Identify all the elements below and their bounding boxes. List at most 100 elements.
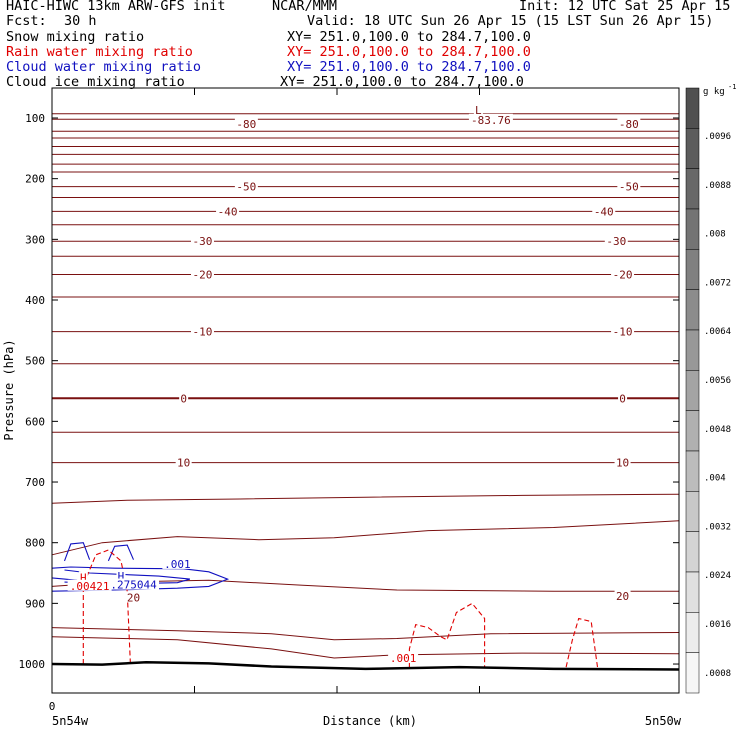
temperature-label: -10 <box>613 326 633 339</box>
label-background <box>604 235 628 247</box>
label-background <box>190 235 214 247</box>
rain-label: .00421 <box>70 580 110 593</box>
colorbar-label: .0096 <box>704 132 731 142</box>
colorbar-swatch <box>685 128 700 169</box>
label-background <box>190 268 214 280</box>
label-background <box>473 104 483 116</box>
temperature-label: -50 <box>236 181 256 194</box>
label-background <box>618 392 628 404</box>
label-background <box>175 456 192 468</box>
header-org: NCAR/MMM <box>272 0 338 14</box>
y-tick-label: 500 <box>25 355 45 368</box>
label-background <box>592 205 616 217</box>
y-tick-label: 200 <box>25 173 45 186</box>
label-background <box>614 456 631 468</box>
label-background <box>617 180 641 192</box>
label-background <box>617 118 641 130</box>
field-snow-name: Snow mixing ratio <box>6 29 145 45</box>
colorbar-swatch <box>685 531 700 573</box>
rain-contour <box>408 602 486 668</box>
colorbar-label: .0056 <box>704 376 731 386</box>
colorbar-swatch <box>685 370 700 411</box>
header-fcst-label: Fcst: <box>6 13 47 29</box>
label-background <box>234 180 258 192</box>
temperature-label: L <box>475 104 482 117</box>
temperature-contours <box>51 113 680 659</box>
colorbar-label: .0008 <box>704 669 731 679</box>
y-tick-label: 800 <box>25 537 45 550</box>
colorbar-swatch <box>685 410 700 452</box>
colorbar-swatch <box>685 168 700 210</box>
temperature-label: -30 <box>193 235 213 248</box>
colorbar-label: .0048 <box>704 425 731 435</box>
label-background <box>179 392 189 404</box>
colorbar: .0096 .0088 .008 .0072 .0064 .0056 .0048 .004 .0… <box>685 87 731 694</box>
rain-label: H <box>80 571 87 584</box>
label-background <box>216 205 240 217</box>
rain-contours <box>82 549 599 668</box>
cloud-water-contour <box>107 544 135 562</box>
temperature-label: 0 <box>619 392 626 405</box>
colorbar-label: .0088 <box>704 181 731 191</box>
colorbar-swatch <box>685 491 700 532</box>
label-background <box>190 325 214 337</box>
colorbar-label: .0072 <box>704 278 731 288</box>
cloud-label: .001 <box>164 558 191 571</box>
temperature-label: -80 <box>236 118 256 131</box>
x-left-location: 5n54w <box>52 714 89 728</box>
rain-label: .001 <box>390 652 417 665</box>
temperature-label: -20 <box>613 269 633 282</box>
colorbar-swatch <box>685 329 700 371</box>
label-background <box>611 268 635 280</box>
label-background <box>67 579 112 591</box>
y-tick-label: 300 <box>25 233 45 246</box>
header-init: Init: 12 UTC Sat 25 Apr 15 <box>519 0 731 14</box>
rain-contour <box>82 549 131 665</box>
field-cloudwater-name: Cloud water mixing ratio <box>6 59 202 75</box>
colorbar-label: .0016 <box>704 620 731 630</box>
field-cloudice-xy: XY= 251.0,100.0 to 284.7,100.0 <box>280 74 524 90</box>
x-right-location: 5n50w <box>645 714 682 728</box>
temperature-contour <box>51 627 680 641</box>
x-axis-label: Distance (km) <box>323 714 417 728</box>
colorbar-swatch <box>685 208 700 250</box>
label-background <box>234 118 258 130</box>
colorbar-label: .0032 <box>704 522 731 532</box>
cloud-label: H <box>118 570 125 583</box>
temperature-label: 20 <box>616 590 629 603</box>
y-tick-label: 1000 <box>19 658 46 671</box>
temperature-label: -83.76 <box>471 114 511 127</box>
label-background <box>78 571 88 583</box>
temperature-label: 10 <box>177 457 190 470</box>
label-background <box>162 557 193 569</box>
header-model: HAIC-HIWC 13km ARW-GFS init <box>6 0 226 14</box>
y-axis-label: Pressure (hPa) <box>2 339 16 440</box>
y-tick-label: 100 <box>25 112 45 125</box>
label-background <box>388 651 419 663</box>
colorbar-swatch <box>685 450 700 492</box>
colorbar-swatch <box>685 87 700 129</box>
colorbar-swatch <box>685 652 700 694</box>
temperature-label: -20 <box>193 269 213 282</box>
temperature-label: -40 <box>594 205 614 218</box>
colorbar-swatch <box>685 249 700 290</box>
field-rain-name: Rain water mixing ratio <box>6 44 193 60</box>
terrain-surface <box>51 660 680 671</box>
colorbar-unit-exponent: -1 <box>728 83 736 91</box>
temperature-label: -30 <box>606 235 626 248</box>
colorbar-swatch <box>685 289 700 331</box>
header-fcst-value: 30 h <box>64 13 97 29</box>
label-background <box>611 325 635 337</box>
rain-contour <box>565 617 599 668</box>
field-rain-xy: XY= 251.0,100.0 to 284.7,100.0 <box>287 44 531 60</box>
temperature-label: -40 <box>218 205 238 218</box>
colorbar-swatch <box>685 571 700 613</box>
temperature-label: 10 <box>616 457 629 470</box>
temperature-label: -80 <box>619 118 639 131</box>
y-tick-label: 900 <box>25 597 45 610</box>
label-background <box>108 578 160 590</box>
field-snow-xy: XY= 251.0,100.0 to 284.7,100.0 <box>287 29 531 45</box>
terrain-line <box>51 660 680 671</box>
